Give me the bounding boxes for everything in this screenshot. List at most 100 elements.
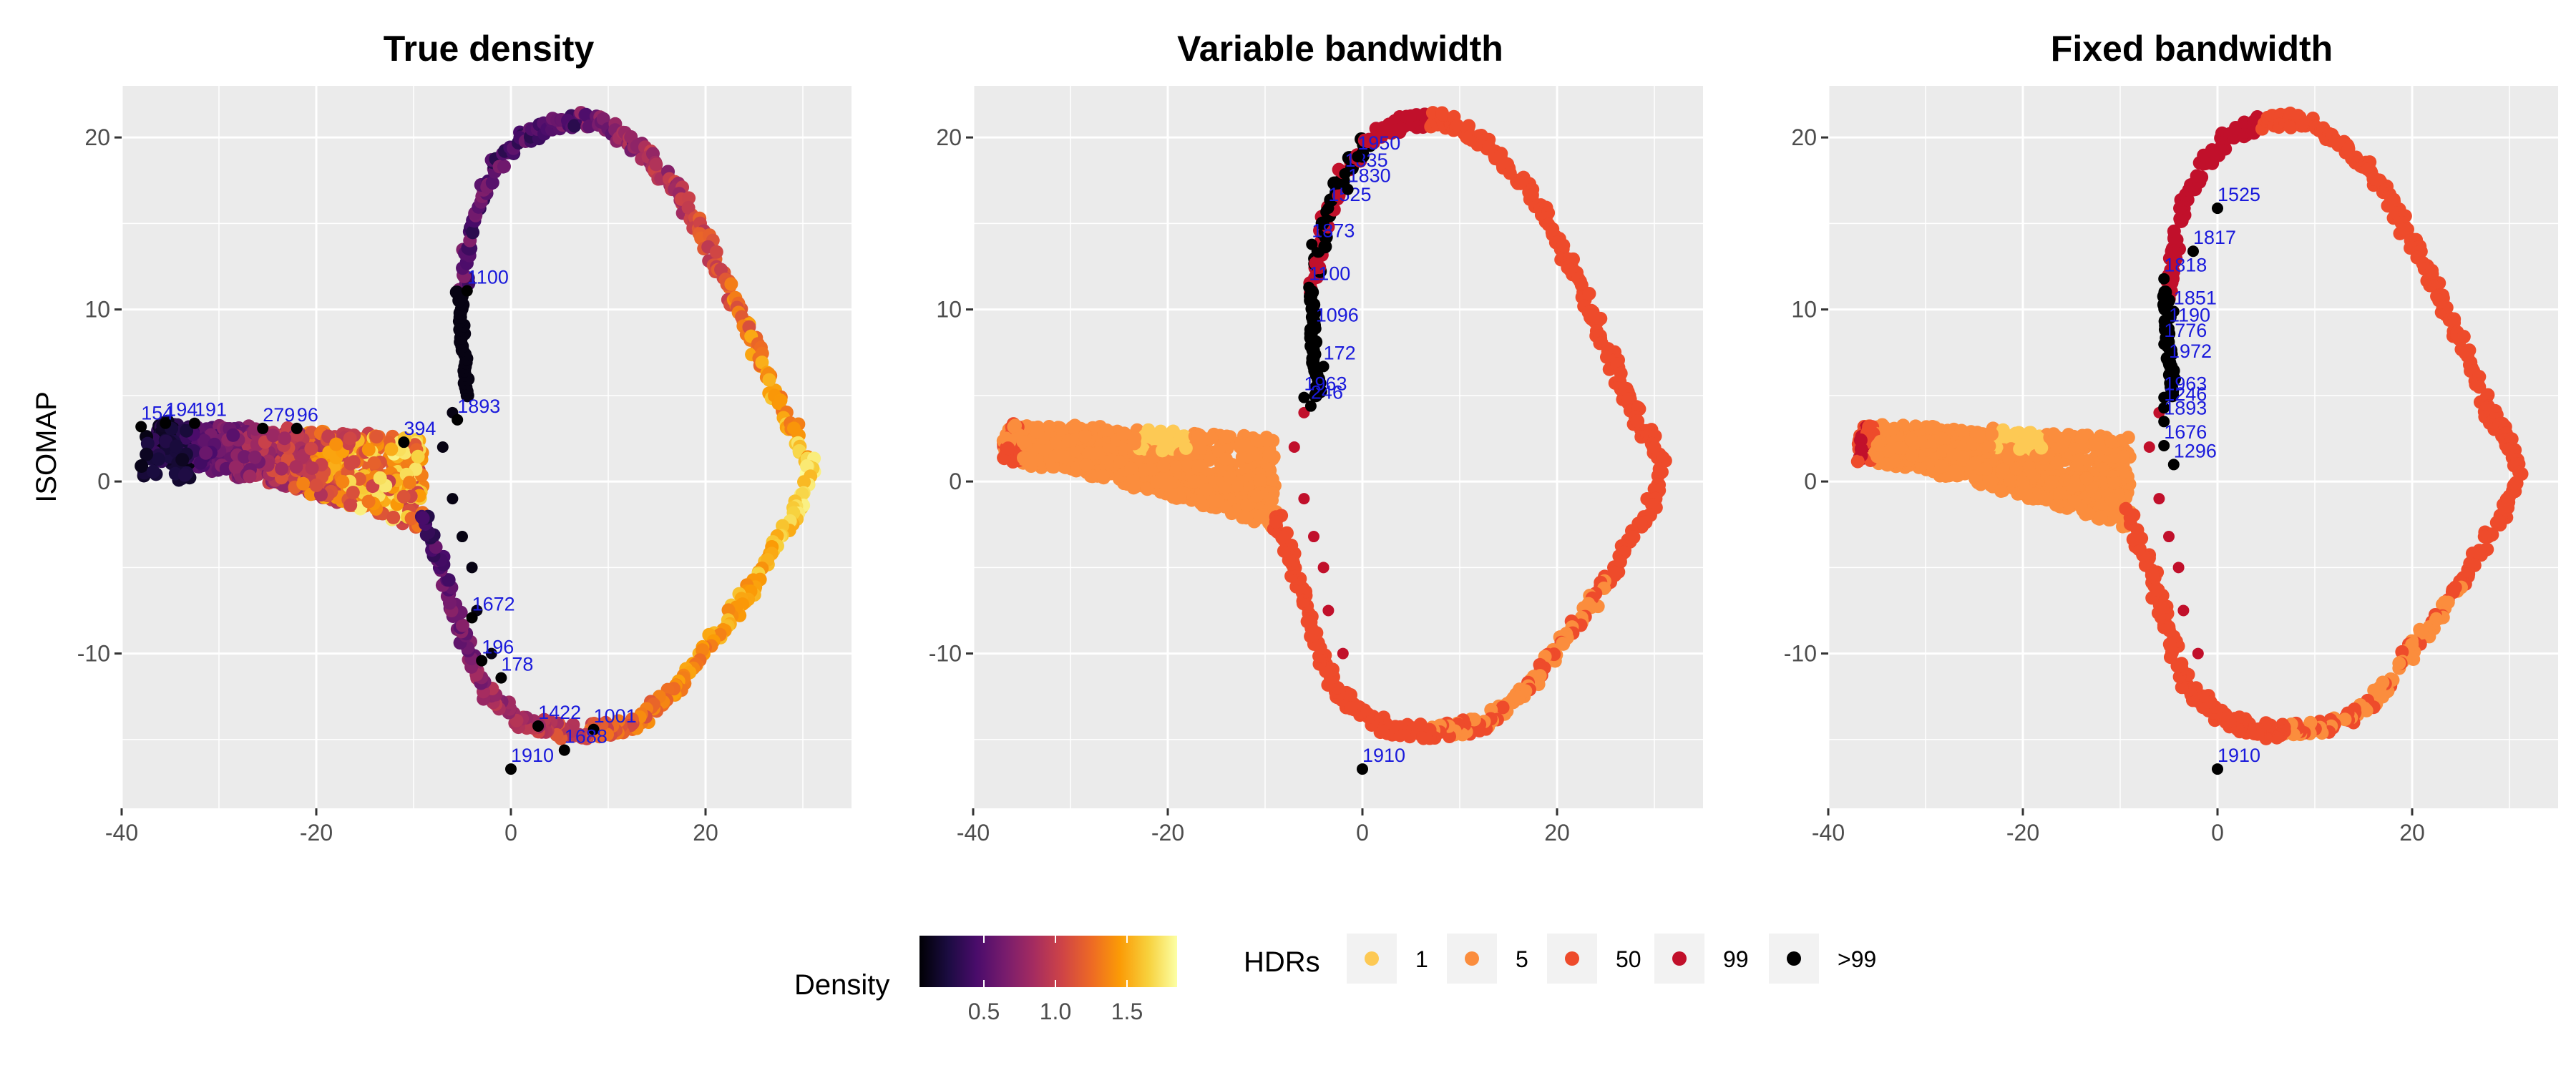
data-point [1239, 511, 1254, 525]
x-tick-label: -20 [1151, 820, 1184, 846]
data-point [2053, 486, 2067, 500]
data-point [248, 450, 262, 464]
hdr-legend-item: 99 [1654, 934, 1749, 984]
data-point [2283, 120, 2298, 134]
data-point [1582, 287, 1596, 301]
data-point [1332, 188, 1346, 202]
data-point [343, 431, 357, 446]
annotation-label: 1963 [2164, 373, 2207, 395]
outlier-point [2158, 391, 2170, 403]
data-point [1956, 450, 1970, 464]
data-point [197, 433, 211, 448]
outlier-point [1309, 323, 1322, 335]
data-point [396, 489, 411, 504]
x-tick-label: -40 [105, 820, 138, 846]
data-point [776, 519, 790, 533]
data-point [305, 461, 319, 475]
data-point [1096, 469, 1110, 483]
data-point [1078, 429, 1092, 444]
data-point [1999, 428, 2014, 443]
y-tick-label: 20 [936, 124, 962, 150]
data-point [2400, 222, 2414, 237]
panel-title: True density [384, 29, 595, 69]
data-point [1223, 471, 1237, 485]
outlier-point [2158, 338, 2170, 351]
annotation-label: 196 [482, 637, 514, 658]
outlier-point [2163, 358, 2175, 371]
outlier-point [532, 720, 545, 732]
data-point [169, 439, 183, 454]
y-tick-label: 0 [949, 469, 962, 494]
data-point [2146, 568, 2160, 582]
data-point [243, 469, 257, 484]
data-point [1496, 700, 1510, 715]
y-tick-label: 10 [936, 297, 962, 323]
outlier-point [461, 285, 473, 297]
data-point [1934, 459, 1948, 474]
data-point [649, 157, 663, 172]
outlier-point [2167, 305, 2180, 318]
data-point [1634, 516, 1648, 531]
panel-title: Variable bandwidth [1177, 29, 1503, 69]
data-point [2162, 637, 2177, 652]
data-point [1016, 435, 1030, 449]
data-point [1982, 473, 1996, 487]
colorbar-label: 1.5 [1111, 999, 1143, 1024]
x-tick-label: 20 [693, 820, 718, 846]
data-point [309, 478, 323, 492]
data-point [2143, 441, 2155, 453]
data-point [2019, 486, 2033, 500]
outlier-point [135, 421, 147, 433]
hdr-legend-item: >99 [1769, 934, 1876, 984]
data-point [1269, 515, 1283, 529]
y-tick-label: 10 [84, 297, 110, 323]
y-tick-label: 0 [1804, 469, 1817, 494]
data-point [1061, 433, 1075, 448]
data-point [275, 461, 289, 476]
data-point [447, 493, 459, 505]
data-point [2151, 583, 2165, 597]
data-point [1030, 425, 1045, 439]
data-point [1124, 461, 1138, 476]
outlier-point [587, 723, 600, 735]
data-point [2027, 431, 2041, 446]
data-point [1049, 449, 1063, 463]
data-point [140, 447, 154, 461]
y-tick-label: -10 [929, 641, 962, 667]
data-point [485, 647, 497, 660]
data-point [1879, 457, 1893, 471]
data-point [1199, 483, 1214, 497]
outlier-point [505, 763, 517, 775]
data-point [1163, 475, 1177, 489]
data-point [1905, 449, 1919, 463]
data-point [1375, 724, 1390, 738]
outlier-point [2167, 459, 2180, 471]
data-point [343, 498, 358, 512]
data-point [2068, 442, 2082, 456]
data-point [384, 442, 399, 456]
data-point [226, 428, 240, 442]
data-point [1001, 441, 1015, 456]
annotation-label: 1963 [1304, 373, 1347, 395]
points [135, 106, 821, 745]
annotation-label: 1830 [1348, 165, 1391, 187]
annotation-label: 1893 [457, 396, 500, 417]
annotation-label: 1873 [1312, 220, 1355, 242]
outlier-point [1322, 202, 1335, 215]
data-point [2073, 452, 2087, 466]
legend-swatch [1365, 951, 1379, 966]
hdr-legend-item: 5 [1447, 934, 1528, 984]
data-point [1934, 431, 1948, 446]
hdr-legend-item: 1 [1347, 934, 1428, 984]
outlier-point [495, 672, 507, 684]
data-point [2153, 493, 2165, 505]
annotation-label: 1246 [2164, 383, 2207, 405]
data-point [1116, 427, 1131, 441]
annotation-label: 1672 [472, 593, 515, 614]
data-point [1079, 458, 1093, 472]
data-point [140, 436, 155, 451]
data-point [2104, 492, 2119, 506]
colorbar-label: 1.0 [1040, 999, 1071, 1024]
data-point [2512, 465, 2527, 479]
